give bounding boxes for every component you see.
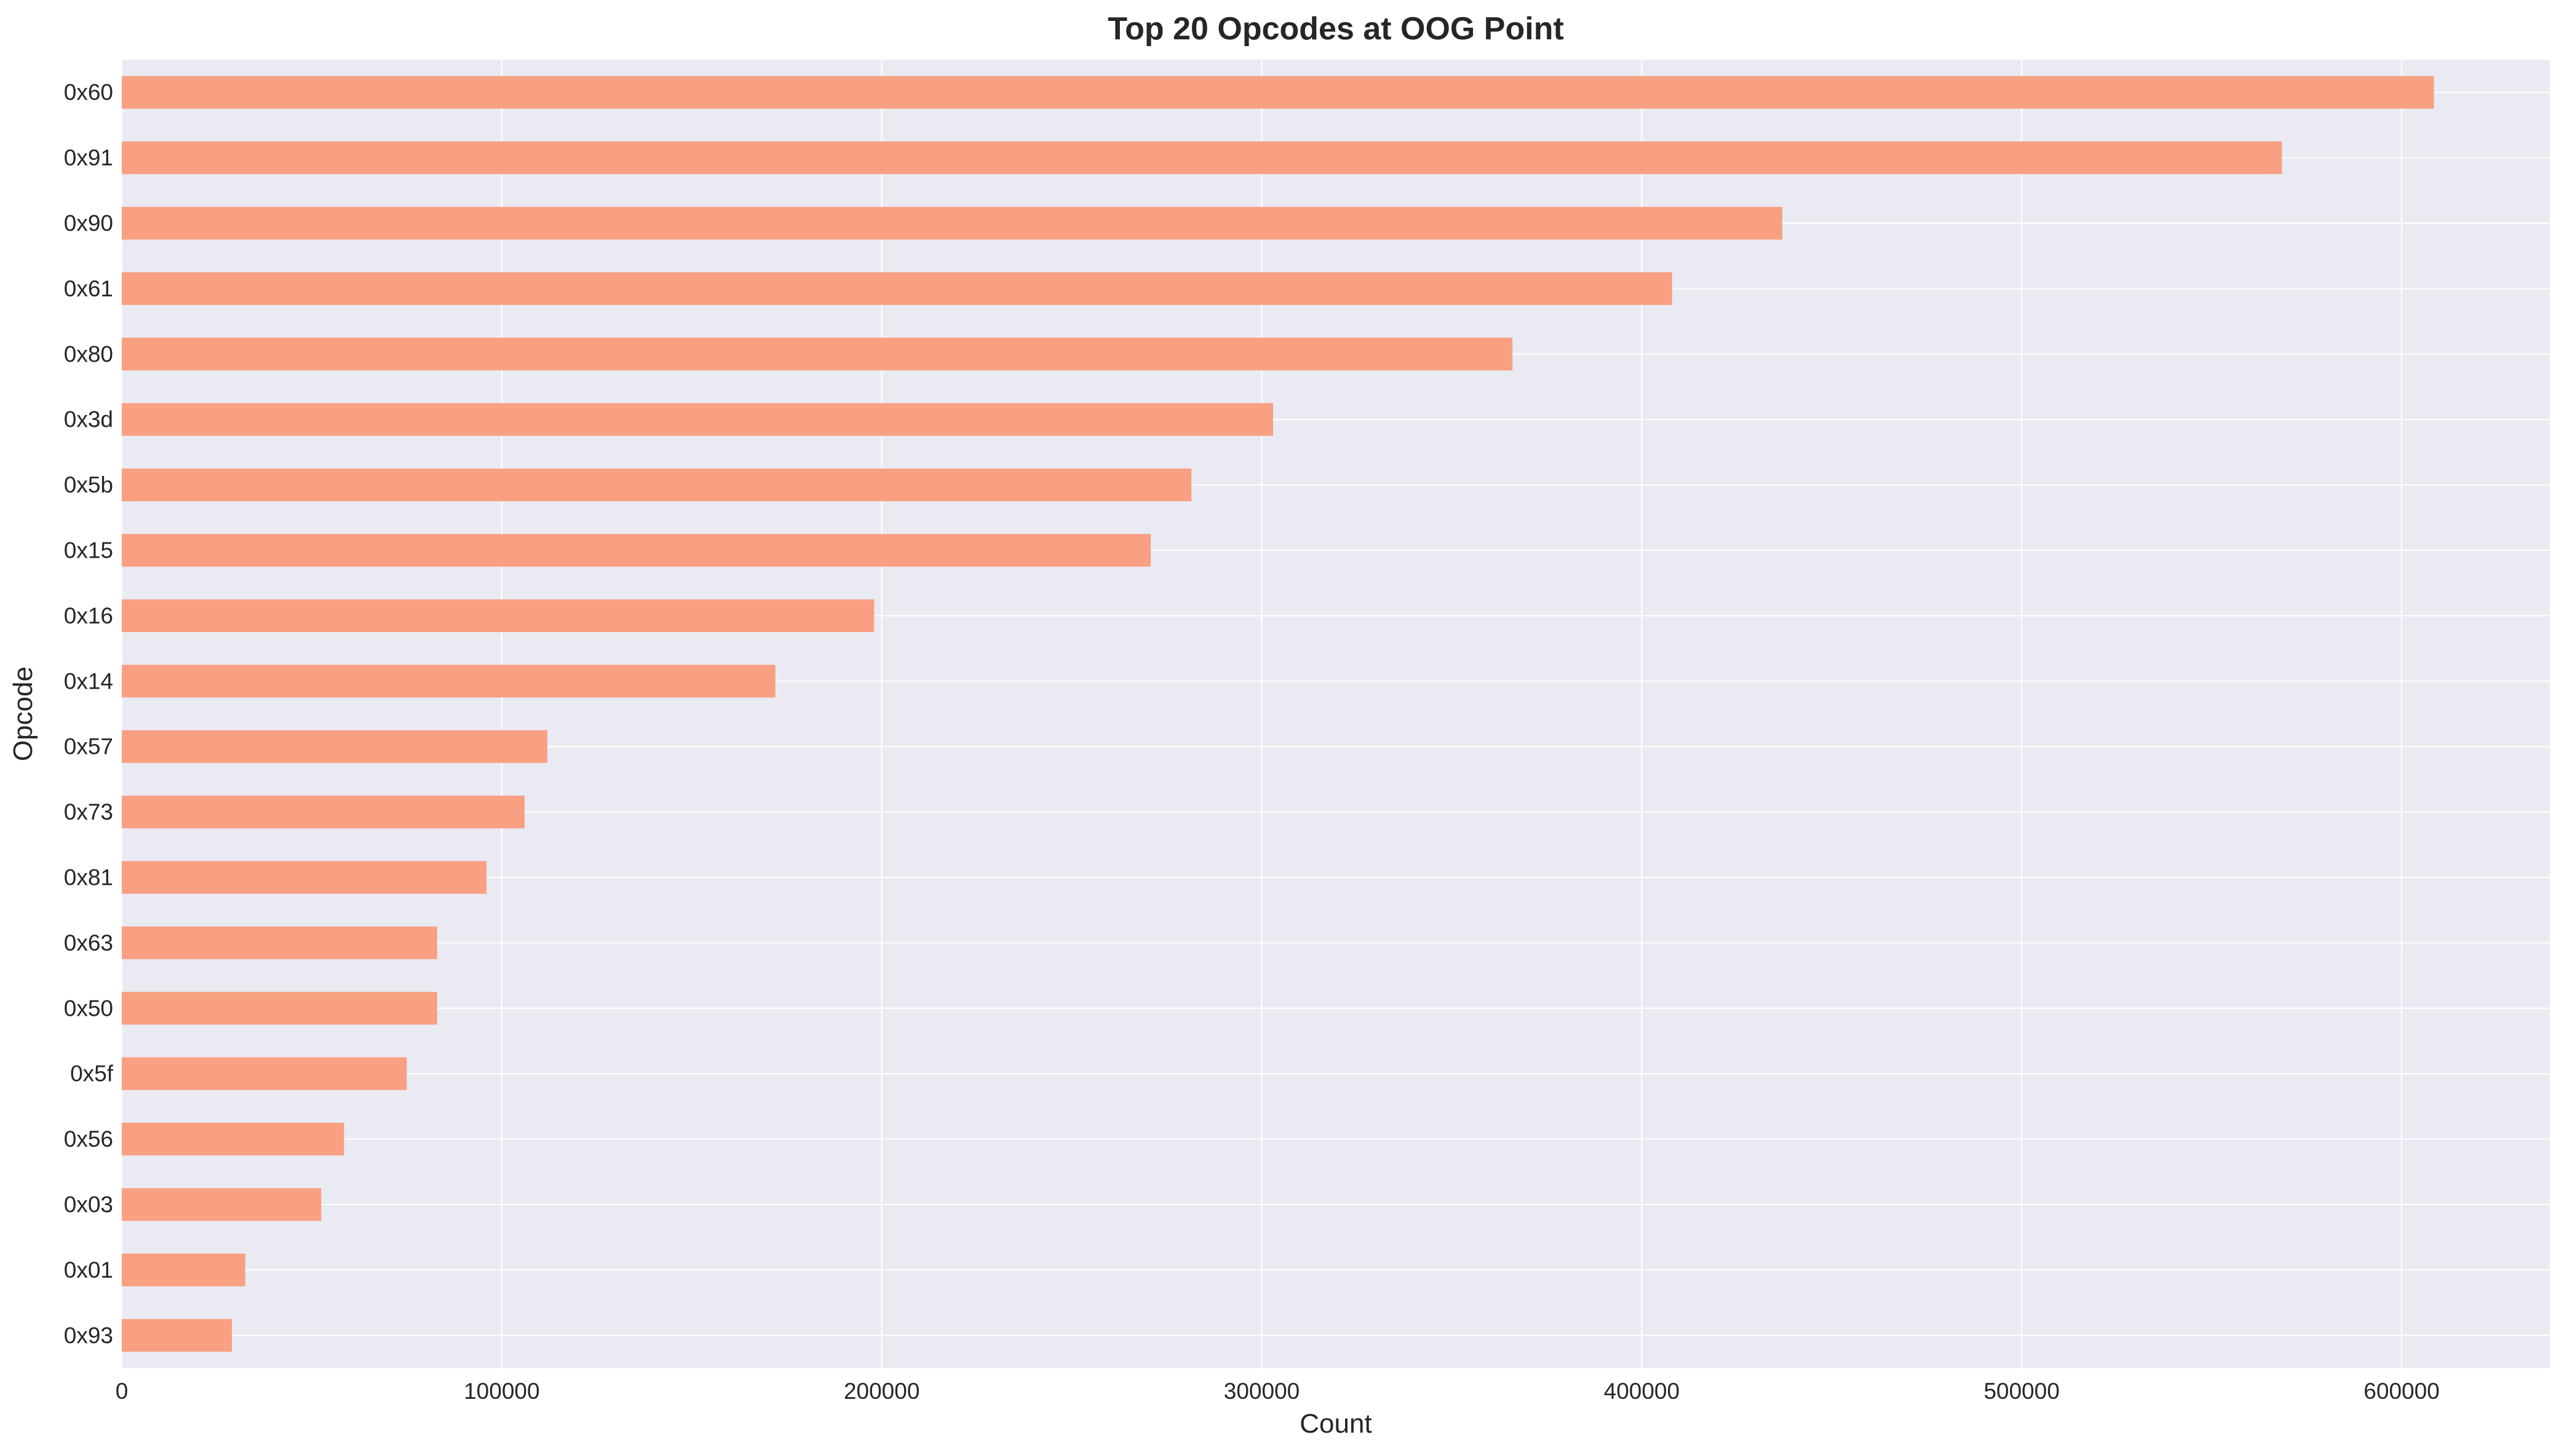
bar-0x61 [122,272,1672,305]
bar-0x03 [122,1188,322,1221]
bar-0x50 [122,992,437,1025]
y-tick-label: 0x16 [64,603,113,628]
x-tick-label: 200000 [844,1379,919,1404]
y-tick-label: 0x56 [64,1126,113,1152]
bar-0x63 [122,926,437,959]
y-tick-label: 0x14 [64,668,113,694]
x-tick-labels: 0 100000 200000 300000 400000 500000 600000 [116,1379,2440,1404]
bar-0x73 [122,796,525,829]
x-tick-label: 500000 [1983,1379,2059,1404]
bar-0x14 [122,665,776,698]
y-tick-label: 0x5b [64,472,113,497]
y-tick-label: 0x90 [64,211,113,236]
plot-area [122,60,2550,1368]
y-tick-label: 0x3d [64,407,113,432]
y-tick-label: 0x60 [64,80,113,105]
y-tick-label: 0x93 [64,1323,113,1348]
x-tick-label: 100000 [464,1379,539,1404]
bar-0x56 [122,1123,344,1156]
bar-0x80 [122,338,1513,371]
bar-0x5b [122,469,1192,502]
bar-0x81 [122,861,487,894]
x-axis-label: Count [1300,1409,1371,1439]
bars [122,76,2434,1352]
y-tick-label: 0x50 [64,995,113,1021]
y-tick-label: 0x57 [64,734,113,759]
x-tick-label: 300000 [1224,1379,1300,1404]
y-tick-label: 0x15 [64,538,113,563]
y-tick-label: 0x03 [64,1192,113,1217]
bar-0x01 [122,1253,245,1286]
bar-0x90 [122,207,1782,240]
bar-0x5f [122,1057,407,1090]
x-tick-label: 0 [116,1379,129,1404]
bar-0x57 [122,730,547,763]
bar-0x60 [122,76,2434,109]
y-tick-label: 0x63 [64,930,113,956]
bar-0x15 [122,534,1151,567]
y-tick-label: 0x01 [64,1257,113,1283]
y-tick-label: 0x61 [64,276,113,301]
bar-0x91 [122,141,2282,175]
y-tick-label: 0x5f [70,1061,114,1086]
y-tick-labels: 0x60 0x91 0x90 0x61 0x80 0x3d 0x5b 0x15 0x16 0x14… [64,80,114,1348]
x-tick-label: 400000 [1604,1379,1680,1404]
bar-0x16 [122,599,875,632]
y-tick-label: 0x81 [64,865,113,890]
x-tick-label: 600000 [2364,1379,2439,1404]
y-tick-label: 0x73 [64,799,113,825]
chart-title: Top 20 Opcodes at OOG Point [1108,11,1564,47]
y-tick-label: 0x80 [64,341,113,366]
bar-0x93 [122,1319,232,1352]
y-axis-label: Opcode [8,667,38,761]
y-tick-label: 0x91 [64,145,113,170]
bar-0x3d [122,403,1274,436]
